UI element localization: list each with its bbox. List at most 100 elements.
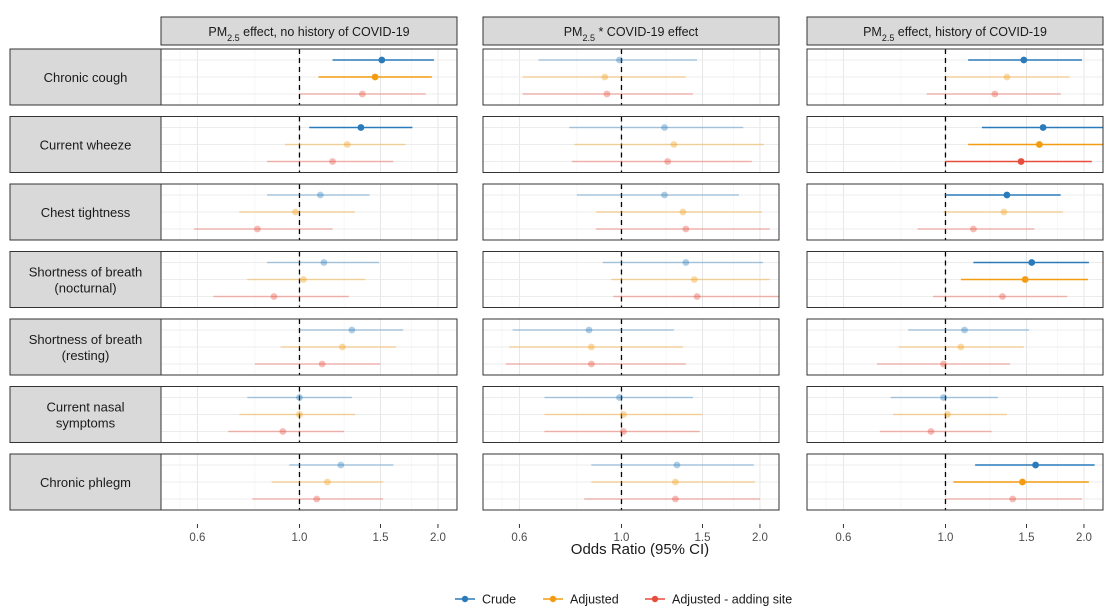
point-estimate xyxy=(927,428,935,435)
point-estimate xyxy=(253,225,261,233)
point-estimate xyxy=(603,90,611,98)
panel-border xyxy=(806,318,1104,376)
point-estimate xyxy=(320,259,328,266)
point-estimate xyxy=(1017,158,1025,165)
row-label: Shortness of breath xyxy=(29,332,142,347)
point-estimate xyxy=(957,343,965,351)
panel-border xyxy=(806,453,1104,511)
point-estimate xyxy=(371,73,379,81)
point-estimate xyxy=(316,191,324,199)
point-estimate xyxy=(1019,478,1026,486)
point-estimate xyxy=(313,495,321,503)
panel-border xyxy=(806,48,1104,106)
point-estimate xyxy=(1009,495,1017,503)
point-estimate xyxy=(601,73,609,81)
row-label-box xyxy=(9,183,162,241)
point-estimate xyxy=(300,276,307,283)
panel-border xyxy=(806,251,1104,308)
row-label: (nocturnal) xyxy=(54,281,116,296)
x-tick-label: 2.0 xyxy=(1076,532,1092,544)
x-tick-label: 0.6 xyxy=(511,532,527,544)
point-estimate xyxy=(961,326,968,334)
panel-strip xyxy=(160,16,458,46)
x-tick-label: 1.5 xyxy=(1018,532,1034,544)
row-3: Chest tightness xyxy=(9,183,1104,241)
panel-strip xyxy=(482,16,780,46)
legend-point xyxy=(549,595,557,603)
point-estimate xyxy=(292,208,299,216)
point-estimate xyxy=(343,141,351,148)
panel-border xyxy=(482,116,780,173)
panel-border xyxy=(160,453,458,511)
x-tick-label: 1.5 xyxy=(372,532,388,544)
point-estimate xyxy=(1035,141,1043,148)
x-tick-label: 0.6 xyxy=(835,532,851,544)
row-label: Current wheeze xyxy=(40,138,132,153)
point-estimate xyxy=(1003,191,1011,199)
point-estimate xyxy=(378,56,386,64)
point-estimate xyxy=(672,478,679,486)
panel-2: PM2.5 * COVID-19 effect xyxy=(482,16,780,46)
row-2: Current wheeze xyxy=(9,116,1104,173)
panel-title: PM2.5 effect, history of COVID-19 xyxy=(863,25,1047,43)
panel-border xyxy=(160,116,458,173)
row-label: (resting) xyxy=(62,348,110,363)
panel-border xyxy=(160,251,458,308)
row-label: Chest tightness xyxy=(41,205,131,220)
point-estimate xyxy=(1021,276,1029,283)
row-label: Shortness of breath xyxy=(29,265,142,280)
row-label: Chronic phlegm xyxy=(40,475,131,490)
legend-point xyxy=(461,595,469,603)
point-estimate xyxy=(1032,461,1039,469)
point-estimate xyxy=(585,326,593,334)
x-tick-label: 1.5 xyxy=(694,532,710,544)
point-estimate xyxy=(270,293,278,300)
x-axis-2: 0.6 1.0 1.5 2.0 xyxy=(511,524,768,544)
legend-point xyxy=(651,595,659,603)
point-estimate xyxy=(679,208,687,216)
panel-border xyxy=(160,318,458,376)
panel-border xyxy=(806,183,1104,241)
panel-border xyxy=(160,386,458,443)
point-estimate xyxy=(620,411,627,418)
point-estimate xyxy=(358,90,366,98)
row-label-box xyxy=(9,251,162,308)
point-estimate xyxy=(940,394,947,401)
panel-border xyxy=(806,116,1104,173)
point-estimate xyxy=(693,293,701,300)
point-estimate xyxy=(661,124,668,131)
point-estimate xyxy=(348,326,356,334)
x-axis-title: Odds Ratio (95% CI) xyxy=(571,541,709,558)
point-estimate xyxy=(999,293,1006,300)
point-estimate xyxy=(1000,208,1008,216)
legend-label: Adjusted - adding site xyxy=(672,593,792,607)
panel-strip xyxy=(806,16,1104,46)
panel-border xyxy=(806,386,1104,443)
x-axis-3: 0.6 1.0 1.5 2.0 xyxy=(835,524,1092,544)
point-estimate xyxy=(970,225,977,233)
point-estimate xyxy=(672,495,679,503)
row-label-box xyxy=(9,386,162,443)
x-tick-label: 2.0 xyxy=(752,532,768,544)
row-1: Chronic cough xyxy=(9,48,1104,106)
x-tick-label: 0.6 xyxy=(189,532,205,544)
x-axis-1: 0.6 1.0 1.5 2.0 xyxy=(189,524,446,544)
point-estimate xyxy=(991,90,999,98)
point-estimate xyxy=(296,394,303,401)
panel-1: PM2.5 effect, no history of COVID-19 xyxy=(160,16,458,46)
x-tick-label: 1.0 xyxy=(291,532,307,544)
panel-border xyxy=(482,453,780,511)
point-estimate xyxy=(664,158,672,165)
point-estimate xyxy=(296,411,303,418)
point-estimate xyxy=(1003,73,1011,81)
panel-border xyxy=(160,48,458,106)
x-tick-label: 2.0 xyxy=(430,532,446,544)
point-estimate xyxy=(673,461,681,469)
point-estimate xyxy=(940,360,947,368)
panel-title: PM2.5 * COVID-19 effect xyxy=(564,25,699,43)
point-estimate xyxy=(620,428,627,435)
x-tick-label: 1.0 xyxy=(613,532,629,544)
point-estimate xyxy=(587,360,595,368)
row-label: symptoms xyxy=(56,416,116,431)
